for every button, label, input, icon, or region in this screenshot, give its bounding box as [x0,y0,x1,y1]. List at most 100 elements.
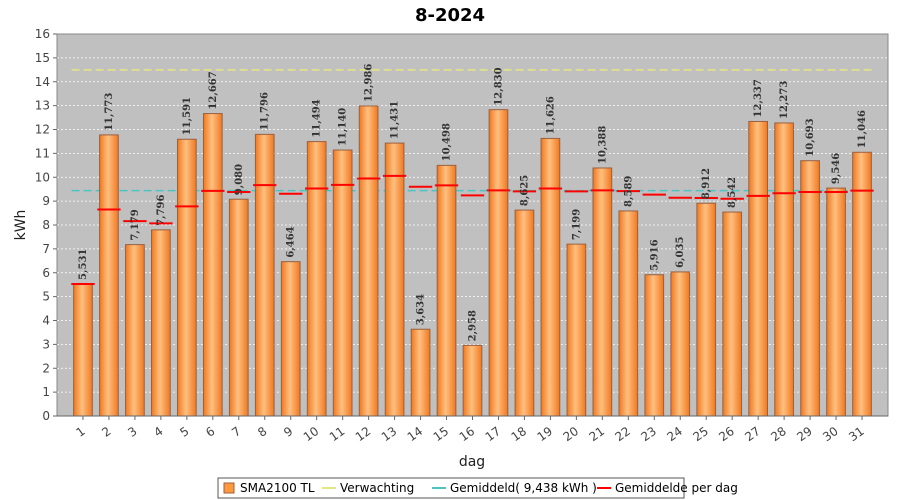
bar [852,151,872,417]
bar [670,271,691,417]
bar-value-label: 6,464 [286,226,297,257]
bar [99,134,119,417]
x-tick-label: 31 [846,424,867,444]
bar-value-label: 6,035 [675,237,686,268]
bar [540,137,561,417]
y-tick-label: 8 [42,218,50,232]
x-tick-label: 22 [612,424,633,444]
x-tick-label: 4 [151,424,165,440]
bar [514,209,535,417]
bar [644,274,665,417]
y-tick-label: 0 [42,409,50,423]
bar [826,187,846,417]
bar [566,243,587,417]
x-tick-label: 1 [73,424,87,440]
x-tick-label: 25 [690,424,711,444]
x-tick-label: 29 [794,424,815,444]
x-tick-label: 21 [587,424,608,444]
y-tick-label: 16 [35,27,50,41]
y-tick-label: 3 [42,337,50,351]
bar-value-label: 2,958 [468,310,479,341]
bar [488,109,509,417]
bar [332,149,353,417]
bar-value-label: 7,199 [571,209,582,240]
x-tick-label: 6 [203,424,217,440]
x-tick-label: 27 [742,424,763,444]
bar [306,141,327,417]
daily-average-marks [71,174,874,285]
chart-title: 8-2024 [415,5,485,26]
bar-value-label: 12,667 [208,71,219,109]
legend-box [217,477,685,499]
bar-value-label: 8,625 [519,175,530,206]
bar-value-label: 5,916 [649,239,660,270]
bar-value-label: 11,140 [338,108,349,146]
bar-value-label: 12,986 [364,64,375,102]
x-tick-label: 9 [281,424,295,440]
bar [800,160,820,417]
legend-swatch [223,482,235,494]
bar [618,210,639,417]
x-axis-label: dag [459,454,485,470]
legend-label: Verwachting [340,481,414,495]
bar-value-label: 12,830 [493,67,504,105]
y-axis-label: kWh [13,210,29,241]
x-tick-label: 24 [664,424,685,444]
legend-label: Gemiddelde per dag [615,481,738,495]
y-tick-label: 11 [35,146,50,160]
x-tick-label: 5 [177,424,191,440]
bar [151,229,171,417]
bar [176,138,197,417]
bar [202,113,223,417]
y-tick-label: 15 [35,51,50,65]
x-tick-label: 12 [353,424,374,444]
bars [73,105,872,417]
x-tick-label: 19 [535,424,556,444]
y-tick-label: 5 [42,290,50,304]
bar-value-label: 11,431 [390,101,401,139]
legend: SMA2100 TL Verwachting Gemiddeld( 9,438 kW… [217,477,738,499]
x-tick-label: 2 [99,424,113,440]
y-tick-label: 1 [42,385,50,399]
x-tick-label: 8 [255,424,269,440]
bar [774,122,794,417]
bar [696,202,717,417]
x-tick-label: 26 [716,424,737,444]
bar [410,328,431,417]
bar-value-label: 11,494 [312,99,323,137]
x-tick-label: 10 [301,424,322,444]
bar-value-label: 11,796 [260,92,271,130]
bar-value-label: 7,796 [156,195,167,226]
x-tick-label: 7 [229,424,243,440]
x-tick-label: 23 [638,424,659,444]
y-tick-label: 14 [35,75,50,89]
x-tick-label: 28 [768,424,789,444]
bar-value-label: 11,626 [545,96,556,134]
x-tick-label: 13 [379,424,400,444]
y-tick-label: 4 [42,314,50,328]
x-tick-label: 18 [509,424,530,444]
bar-value-label: 9,546 [831,153,842,184]
x-tick-label: 17 [483,424,504,444]
x-tick-label: 15 [431,424,452,444]
bar-value-label: 5,531 [78,249,89,280]
bar [592,167,613,417]
bar [748,120,769,417]
bar [462,344,483,417]
y-tick-label: 7 [42,242,50,256]
legend-label: SMA2100 TL [240,481,315,495]
x-tick-label: 11 [327,424,348,444]
bar-value-label: 9,080 [234,164,245,195]
bar-value-labels: 5,531 11,773 7,179 7,796 11,591 12,667 9,080 11… [78,64,868,342]
y-tick-label: 10 [35,170,50,184]
bar-value-label: 11,773 [104,93,115,131]
bar-value-label: 10,388 [597,126,608,164]
bar [125,244,145,417]
x-tick-label: 14 [405,424,426,444]
bar-value-label: 11,046 [857,110,868,148]
bar-value-label: 3,634 [416,294,427,325]
y-tick-label: 13 [35,99,50,113]
bar-value-label: 12,337 [753,79,764,117]
